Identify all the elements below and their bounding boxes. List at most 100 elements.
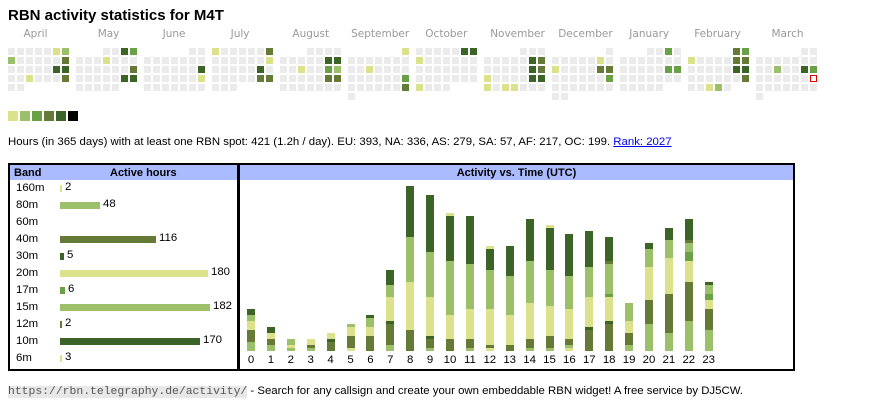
- calendar-day[interactable]: [452, 66, 459, 73]
- calendar-day[interactable]: [348, 57, 355, 64]
- calendar-day[interactable]: [706, 66, 713, 73]
- calendar-day[interactable]: [289, 66, 296, 73]
- calendar-day[interactable]: [198, 75, 205, 82]
- calendar-day[interactable]: [162, 84, 169, 91]
- calendar-day[interactable]: [520, 75, 527, 82]
- calendar-day[interactable]: [579, 66, 586, 73]
- calendar-day[interactable]: [348, 75, 355, 82]
- calendar-day[interactable]: [733, 57, 740, 64]
- calendar-day[interactable]: [366, 75, 373, 82]
- calendar-day[interactable]: [520, 66, 527, 73]
- calendar-day[interactable]: [298, 57, 305, 64]
- calendar-day[interactable]: [561, 75, 568, 82]
- calendar-day[interactable]: [733, 48, 740, 55]
- calendar-day[interactable]: [715, 84, 722, 91]
- calendar-day[interactable]: [384, 75, 391, 82]
- calendar-day[interactable]: [85, 75, 92, 82]
- calendar-day[interactable]: [103, 84, 110, 91]
- calendar-day[interactable]: [502, 75, 509, 82]
- calendar-day[interactable]: [674, 48, 681, 55]
- calendar-day[interactable]: [688, 75, 695, 82]
- calendar-day[interactable]: [810, 66, 817, 73]
- calendar-day[interactable]: [783, 84, 790, 91]
- calendar-day[interactable]: [375, 75, 382, 82]
- calendar-day[interactable]: [35, 57, 42, 64]
- calendar-day[interactable]: [774, 75, 781, 82]
- calendar-day[interactable]: [144, 66, 151, 73]
- calendar-day[interactable]: [393, 66, 400, 73]
- calendar-day[interactable]: [189, 84, 196, 91]
- calendar-day[interactable]: [384, 57, 391, 64]
- calendar-day[interactable]: [130, 75, 137, 82]
- calendar-day[interactable]: [375, 57, 382, 64]
- calendar-day[interactable]: [8, 75, 15, 82]
- calendar-day[interactable]: [289, 75, 296, 82]
- calendar-day[interactable]: [17, 84, 24, 91]
- calendar-day[interactable]: [434, 84, 441, 91]
- calendar-day[interactable]: [348, 93, 355, 100]
- calendar-day[interactable]: [588, 57, 595, 64]
- calendar-day[interactable]: [792, 66, 799, 73]
- calendar-day[interactable]: [579, 57, 586, 64]
- calendar-day[interactable]: [17, 75, 24, 82]
- calendar-day[interactable]: [257, 75, 264, 82]
- calendar-day[interactable]: [665, 75, 672, 82]
- calendar-day[interactable]: [239, 48, 246, 55]
- calendar-day[interactable]: [484, 84, 491, 91]
- calendar-day[interactable]: [579, 84, 586, 91]
- calendar-day[interactable]: [103, 66, 110, 73]
- calendar-day[interactable]: [484, 66, 491, 73]
- calendar-day[interactable]: [606, 66, 613, 73]
- calendar-day[interactable]: [579, 75, 586, 82]
- calendar-day[interactable]: [334, 84, 341, 91]
- calendar-day[interactable]: [8, 66, 15, 73]
- calendar-day[interactable]: [724, 84, 731, 91]
- calendar-day[interactable]: [425, 48, 432, 55]
- calendar-day[interactable]: [706, 57, 713, 64]
- calendar-day[interactable]: [112, 84, 119, 91]
- calendar-day[interactable]: [198, 57, 205, 64]
- calendar-day[interactable]: [334, 75, 341, 82]
- calendar-day[interactable]: [239, 66, 246, 73]
- calendar-day[interactable]: [248, 75, 255, 82]
- calendar-day[interactable]: [742, 66, 749, 73]
- calendar-day[interactable]: [402, 48, 409, 55]
- calendar-day[interactable]: [697, 66, 704, 73]
- calendar-day[interactable]: [162, 57, 169, 64]
- calendar-day[interactable]: [212, 48, 219, 55]
- calendar-day[interactable]: [493, 66, 500, 73]
- calendar-day[interactable]: [212, 84, 219, 91]
- calendar-day[interactable]: [17, 57, 24, 64]
- calendar-day[interactable]: [742, 57, 749, 64]
- calendar-day[interactable]: [688, 84, 695, 91]
- calendar-day[interactable]: [94, 57, 101, 64]
- calendar-day[interactable]: [257, 66, 264, 73]
- calendar-day[interactable]: [529, 48, 536, 55]
- calendar-day[interactable]: [348, 84, 355, 91]
- calendar-day[interactable]: [94, 66, 101, 73]
- calendar-day[interactable]: [638, 75, 645, 82]
- calendar-day[interactable]: [35, 66, 42, 73]
- calendar-day[interactable]: [597, 75, 604, 82]
- calendar-day[interactable]: [706, 75, 713, 82]
- calendar-day[interactable]: [416, 48, 423, 55]
- calendar-day[interactable]: [357, 84, 364, 91]
- calendar-day[interactable]: [26, 66, 33, 73]
- calendar-day[interactable]: [402, 84, 409, 91]
- calendar-day[interactable]: [53, 66, 60, 73]
- calendar-day[interactable]: [230, 48, 237, 55]
- calendar-day[interactable]: [76, 66, 83, 73]
- calendar-day[interactable]: [552, 93, 559, 100]
- calendar-day[interactable]: [393, 57, 400, 64]
- calendar-day[interactable]: [325, 48, 332, 55]
- calendar-day[interactable]: [765, 66, 772, 73]
- calendar-day[interactable]: [153, 75, 160, 82]
- calendar-day[interactable]: [153, 84, 160, 91]
- calendar-day[interactable]: [94, 75, 101, 82]
- calendar-day[interactable]: [198, 66, 205, 73]
- calendar-day[interactable]: [230, 57, 237, 64]
- calendar-day[interactable]: [647, 75, 654, 82]
- calendar-day[interactable]: [520, 57, 527, 64]
- calendar-day[interactable]: [375, 66, 382, 73]
- calendar-day[interactable]: [121, 57, 128, 64]
